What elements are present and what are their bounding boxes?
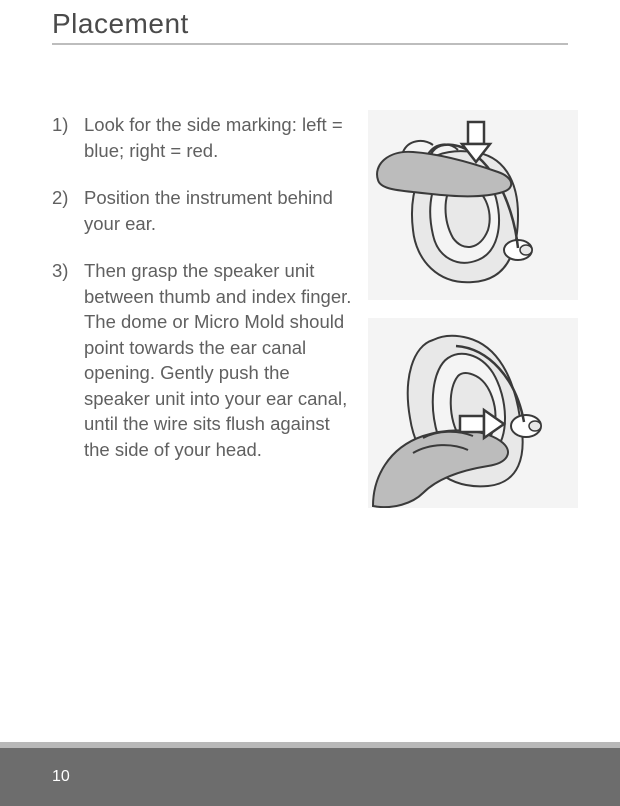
ear-side-svg [368, 318, 578, 508]
page-heading: Placement [52, 8, 189, 40]
ear-placement-top-illustration [368, 110, 578, 300]
instruction-list: Look for the side marking: left = blue; … [52, 112, 352, 462]
ear-placement-side-illustration [368, 318, 578, 508]
instruction-step: Then grasp the speaker unit between thum… [52, 258, 352, 462]
instruction-step: Look for the side marking: left = blue; … [52, 112, 352, 163]
instruction-step: Position the instrument behind your ear. [52, 185, 352, 236]
footer-bar [0, 748, 620, 806]
instruction-content: Look for the side marking: left = blue; … [52, 112, 352, 484]
page-number: 10 [52, 768, 70, 786]
heading-rule [52, 43, 568, 45]
ear-top-svg [368, 110, 578, 300]
illustration-column [368, 110, 578, 508]
document-page: Placement Look for the side marking: lef… [0, 0, 620, 806]
